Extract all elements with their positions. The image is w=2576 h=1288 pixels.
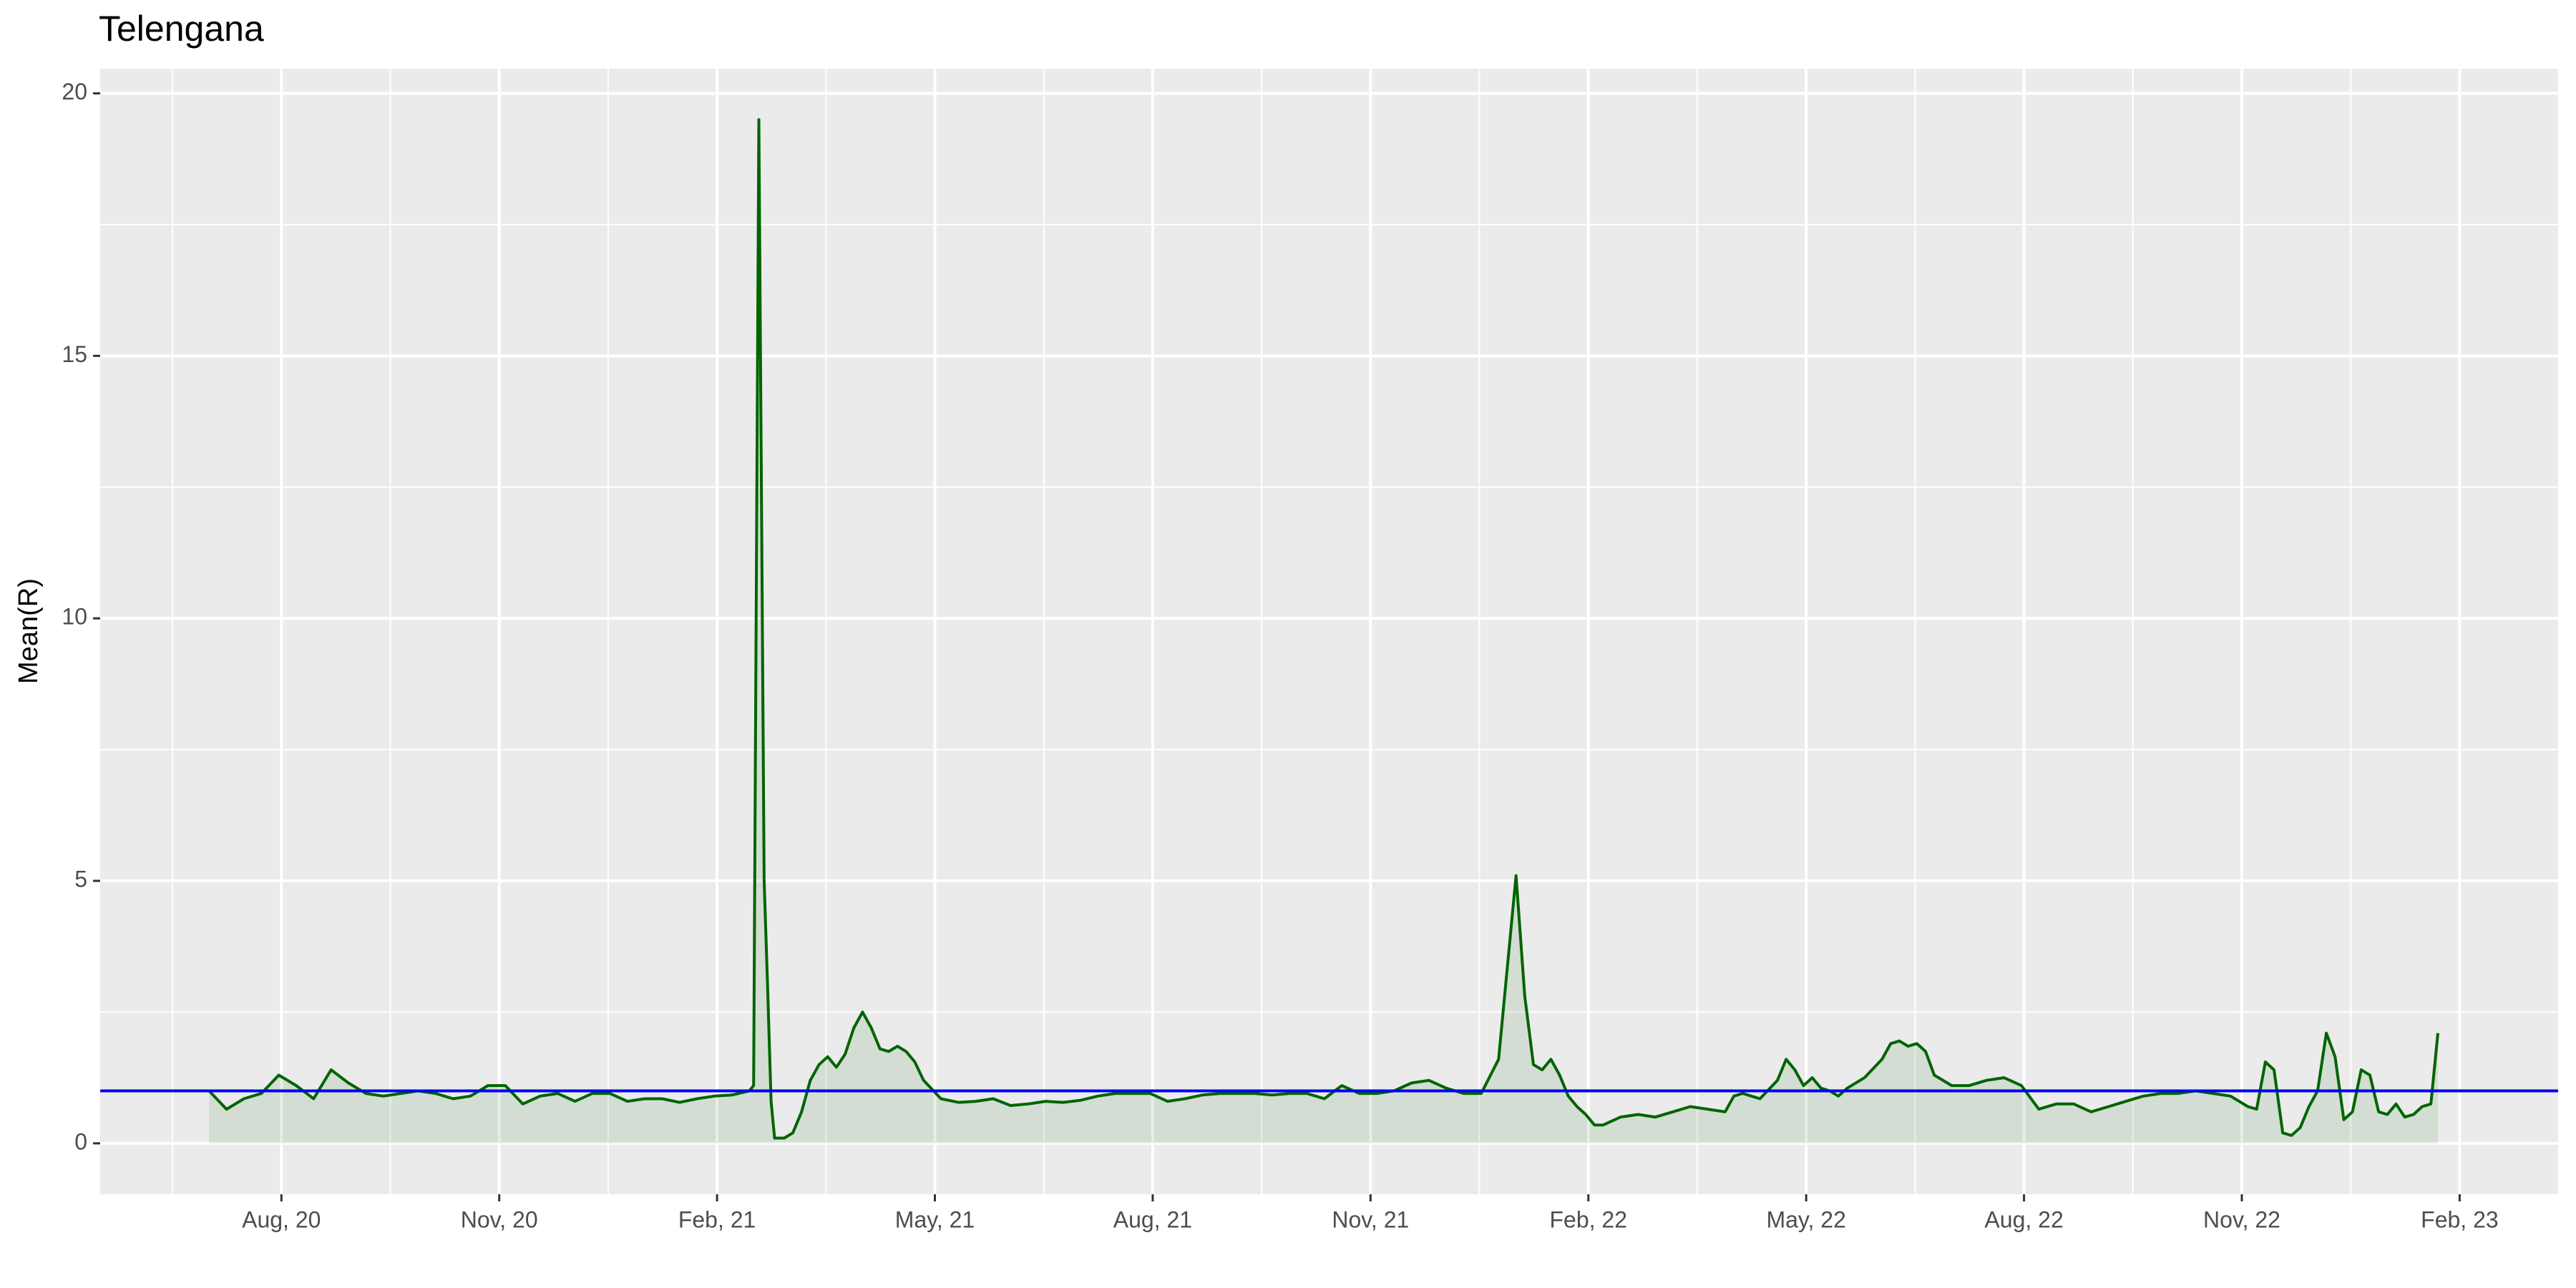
chart-title: Telengana — [99, 9, 264, 49]
x-tick-label: Feb, 21 — [678, 1206, 756, 1232]
y-tick-label: 15 — [62, 341, 87, 367]
x-tick-label: Nov, 20 — [461, 1206, 538, 1232]
x-tick-label: May, 21 — [895, 1206, 975, 1232]
line — [208, 118, 2439, 1140]
y-axis-label: Mean(R) — [14, 578, 44, 684]
x-tick-label: Nov, 22 — [2203, 1206, 2280, 1232]
plot-background — [100, 69, 2558, 1194]
x-tick-label: Aug, 21 — [1113, 1206, 1192, 1232]
x-tick-label: Feb, 22 — [1549, 1206, 1627, 1232]
y-tick-label: 5 — [74, 866, 87, 892]
y-tick-label: 10 — [62, 604, 87, 630]
y-tick-label: 0 — [74, 1128, 87, 1154]
x-tick-label: Nov, 21 — [1332, 1206, 1409, 1232]
y-tick-label: 20 — [62, 79, 87, 104]
x-tick-label: Aug, 20 — [242, 1206, 321, 1232]
x-tick-label: Feb, 23 — [2421, 1206, 2499, 1232]
x-tick-label: May, 22 — [1766, 1206, 1845, 1232]
x-tick-label: Aug, 22 — [1984, 1206, 2063, 1232]
